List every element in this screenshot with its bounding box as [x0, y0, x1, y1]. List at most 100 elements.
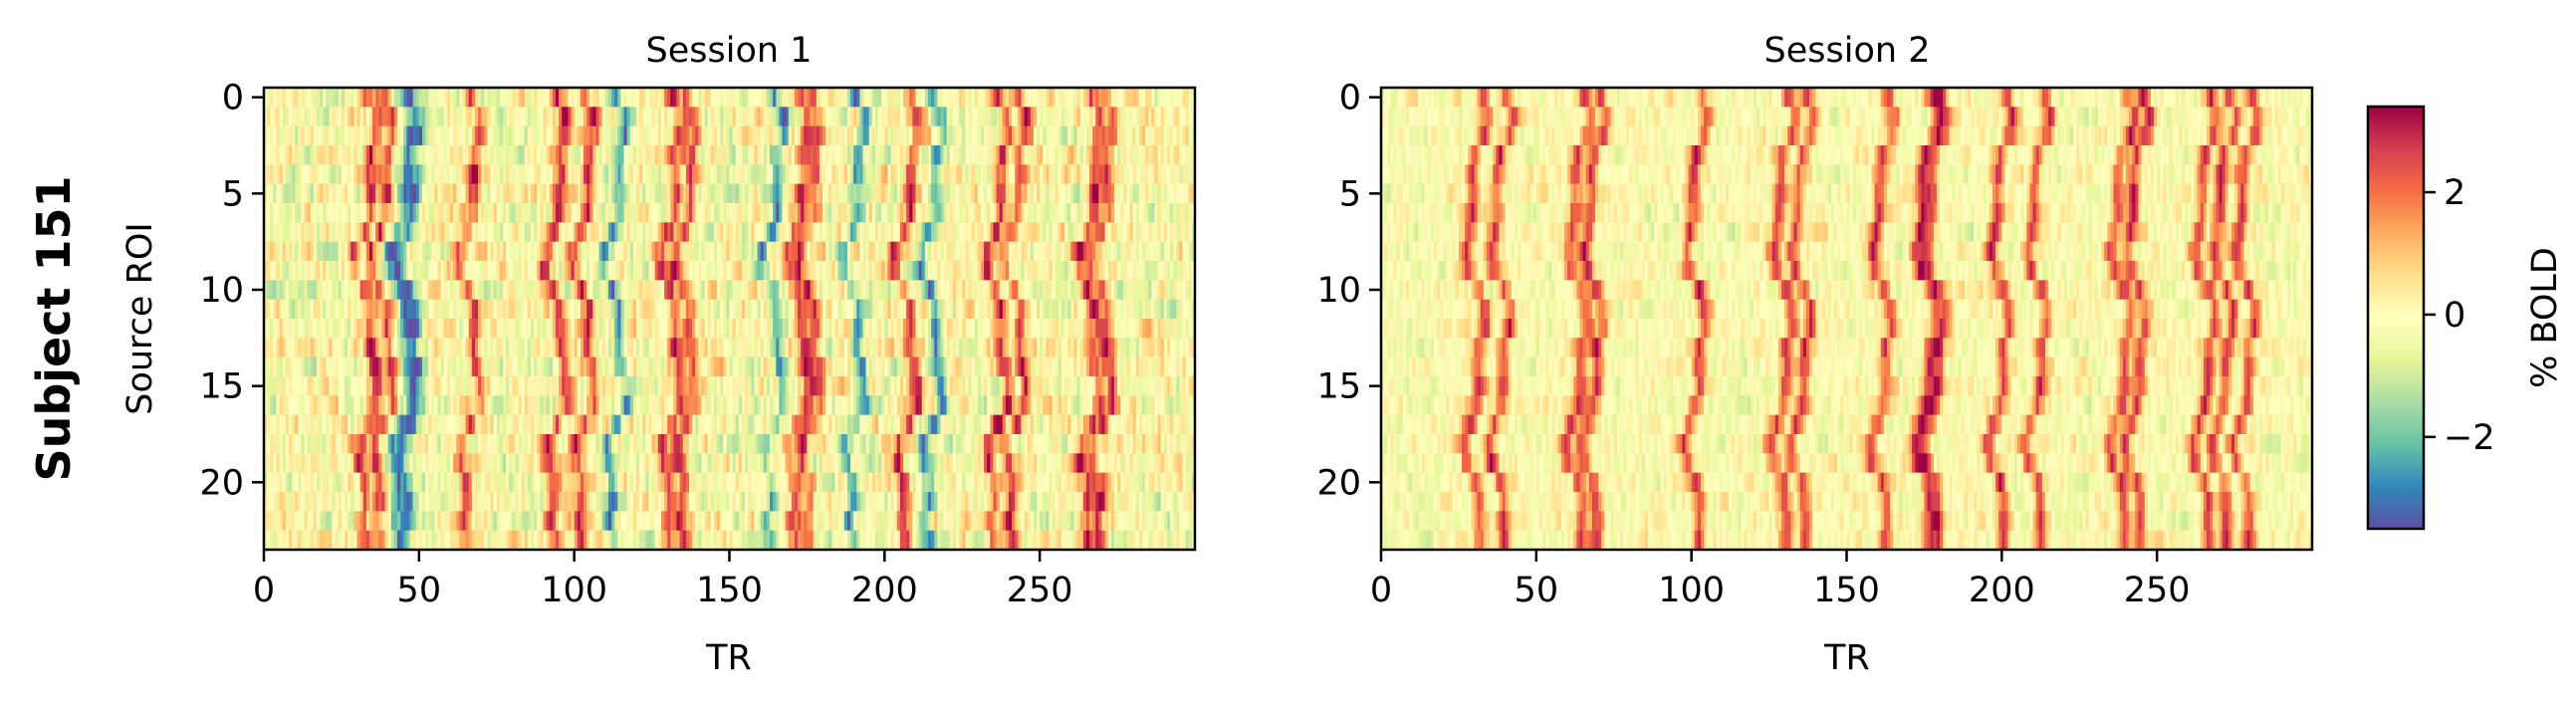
heatmap-cell: [745, 356, 749, 377]
heatmap-cell: [937, 203, 941, 223]
heatmap-cell: [856, 203, 860, 223]
heatmap-cell: [1191, 241, 1196, 262]
heatmap-cell: [952, 203, 957, 223]
heatmap-cell: [949, 222, 954, 243]
heatmap-cell: [387, 241, 392, 262]
heatmap-cell: [999, 241, 1004, 262]
heatmap-cell: [1002, 376, 1007, 396]
heatmap-cell: [323, 395, 327, 416]
heatmap-cell: [834, 338, 838, 358]
heatmap-cell: [362, 299, 367, 320]
heatmap-cell: [899, 145, 904, 165]
heatmap-cell: [974, 164, 979, 185]
heatmap-cell: [946, 145, 951, 165]
heatmap-cell: [562, 261, 566, 281]
heatmap-cell: [893, 338, 898, 358]
heatmap-cell: [425, 338, 429, 358]
heatmap-cell: [415, 395, 420, 416]
heatmap-cell: [515, 261, 519, 281]
heatmap-cell: [623, 88, 627, 108]
heatmap-cell: [471, 88, 476, 108]
heatmap-cell: [993, 299, 997, 320]
heatmap-cell: [773, 107, 777, 127]
heatmap-cell: [301, 203, 305, 223]
heatmap-cell: [729, 88, 733, 108]
heatmap-cell: [1070, 164, 1074, 185]
heatmap-cell: [450, 356, 454, 377]
heatmap-cell: [962, 183, 966, 204]
heatmap-cell: [384, 395, 389, 416]
heatmap-cell: [1046, 164, 1050, 185]
heatmap-cell: [937, 164, 941, 185]
heatmap-cell: [468, 203, 473, 223]
heatmap-cell: [521, 376, 526, 396]
heatmap-cell: [307, 356, 312, 377]
heatmap-cell: [965, 125, 969, 146]
heatmap-cell: [540, 88, 544, 108]
heatmap-cell: [770, 319, 774, 339]
heatmap-cell: [822, 338, 826, 358]
heatmap-cell: [481, 395, 485, 416]
heatmap-cell: [1043, 164, 1047, 185]
heatmap-cell: [654, 88, 659, 108]
heatmap-cell: [368, 183, 373, 204]
heatmap-cell: [320, 338, 324, 358]
heatmap-cell: [890, 241, 895, 262]
heatmap-cell: [351, 107, 354, 127]
heatmap-cell: [717, 145, 721, 165]
heatmap-cell: [418, 183, 423, 204]
heatmap-cell: [341, 183, 346, 204]
heatmap-cell: [1176, 203, 1180, 223]
heatmap-cell: [393, 395, 398, 416]
heatmap-cell: [478, 338, 482, 358]
heatmap-cell: [927, 222, 932, 243]
heatmap-cell: [611, 183, 615, 204]
heatmap-cell: [798, 338, 802, 358]
heatmap-cell: [871, 299, 876, 320]
heatmap-cell: [763, 319, 768, 339]
heatmap-cell: [1057, 88, 1062, 108]
heatmap-cell: [524, 145, 529, 165]
heatmap-cell: [688, 280, 693, 301]
heatmap-cell: [754, 107, 758, 127]
heatmap-cell: [1120, 125, 1124, 146]
heatmap-cell: [537, 222, 541, 243]
heatmap-cell: [732, 280, 737, 301]
heatmap-cell: [425, 164, 429, 185]
heatmap-cell: [968, 203, 972, 223]
heatmap-cell: [1076, 376, 1081, 396]
heatmap-cell: [949, 107, 954, 127]
heatmap-cell: [524, 88, 529, 108]
heatmap-cell: [316, 145, 321, 165]
heatmap-cell: [468, 125, 473, 146]
heatmap-cell: [468, 261, 473, 281]
heatmap-cell: [543, 203, 547, 223]
heatmap-cell: [903, 299, 907, 320]
heatmap-cell: [1067, 241, 1071, 262]
heatmap-cell: [987, 145, 991, 165]
heatmap-cell: [660, 125, 665, 146]
heatmap-cell: [670, 125, 674, 146]
heatmap-cell: [1054, 356, 1059, 377]
heatmap-cell: [437, 261, 441, 281]
heatmap-cell: [1138, 164, 1143, 185]
heatmap-cell: [1060, 88, 1065, 108]
heatmap-cell: [400, 222, 404, 243]
heatmap-cell: [1104, 125, 1109, 146]
heatmap-cell: [459, 241, 463, 262]
heatmap-cell: [846, 299, 851, 320]
heatmap-cell: [843, 125, 848, 146]
heatmap-cell: [623, 299, 627, 320]
heatmap-cell: [279, 356, 284, 377]
heatmap-cell: [540, 145, 544, 165]
heatmap-cell: [859, 299, 863, 320]
heatmap-cell: [601, 338, 606, 358]
heatmap-cell: [912, 280, 916, 301]
heatmap-cell: [862, 376, 866, 396]
heatmap-cell: [1002, 241, 1007, 262]
heatmap-cell: [794, 319, 799, 339]
heatmap-cell: [965, 88, 969, 108]
heatmap-cell: [899, 280, 904, 301]
heatmap-cell: [794, 241, 799, 262]
heatmap-cell: [840, 299, 845, 320]
